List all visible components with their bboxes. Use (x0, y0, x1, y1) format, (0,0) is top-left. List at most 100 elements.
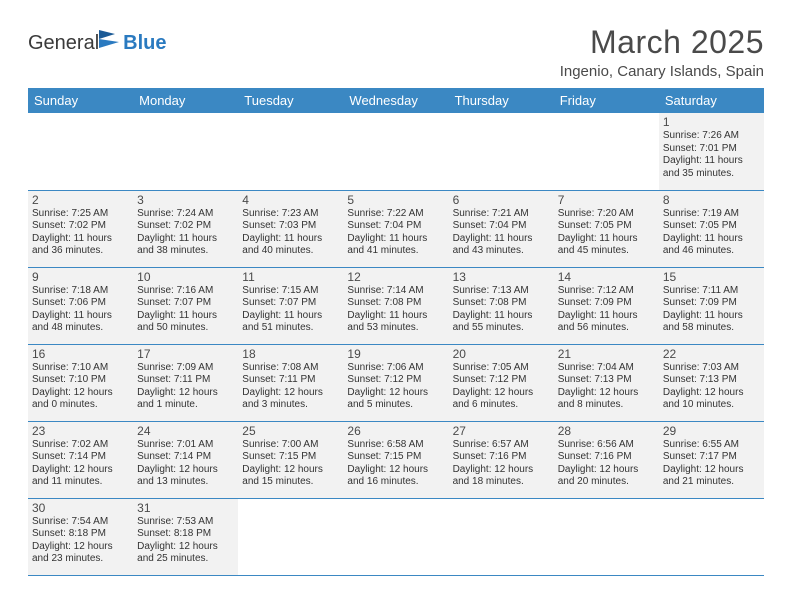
daylight-line: Daylight: 12 hours and 21 minutes. (663, 464, 760, 489)
sun-info: Sunrise: 7:22 AMSunset: 7:04 PMDaylight:… (347, 208, 444, 258)
sunrise-line: Sunrise: 7:10 AM (32, 362, 129, 375)
day-number: 25 (242, 424, 339, 438)
day-cell: 5Sunrise: 7:22 AMSunset: 7:04 PMDaylight… (343, 190, 448, 267)
sunset-line: Sunset: 7:04 PM (347, 220, 444, 233)
day-cell: 21Sunrise: 7:04 AMSunset: 7:13 PMDayligh… (554, 344, 659, 421)
sun-info: Sunrise: 7:12 AMSunset: 7:09 PMDaylight:… (558, 285, 655, 335)
daylight-line: Daylight: 12 hours and 20 minutes. (558, 464, 655, 489)
day-header: Sunday (28, 88, 133, 113)
daylight-line: Daylight: 11 hours and 35 minutes. (663, 155, 760, 180)
day-cell: 26Sunrise: 6:58 AMSunset: 7:15 PMDayligh… (343, 421, 448, 498)
month-title: March 2025 (560, 24, 764, 61)
sun-info: Sunrise: 7:18 AMSunset: 7:06 PMDaylight:… (32, 285, 129, 335)
day-cell: 29Sunrise: 6:55 AMSunset: 7:17 PMDayligh… (659, 421, 764, 498)
sunset-line: Sunset: 7:12 PM (347, 374, 444, 387)
calendar-row: 16Sunrise: 7:10 AMSunset: 7:10 PMDayligh… (28, 344, 764, 421)
sunset-line: Sunset: 7:14 PM (137, 451, 234, 464)
sunrise-line: Sunrise: 7:02 AM (32, 439, 129, 452)
sun-info: Sunrise: 7:16 AMSunset: 7:07 PMDaylight:… (137, 285, 234, 335)
day-number: 29 (663, 424, 760, 438)
sunset-line: Sunset: 7:05 PM (558, 220, 655, 233)
day-number: 23 (32, 424, 129, 438)
sunrise-line: Sunrise: 7:14 AM (347, 285, 444, 298)
day-cell: 17Sunrise: 7:09 AMSunset: 7:11 PMDayligh… (133, 344, 238, 421)
day-number: 14 (558, 270, 655, 284)
daylight-line: Daylight: 12 hours and 23 minutes. (32, 541, 129, 566)
day-cell: 18Sunrise: 7:08 AMSunset: 7:11 PMDayligh… (238, 344, 343, 421)
empty-cell (343, 113, 448, 190)
sun-info: Sunrise: 7:08 AMSunset: 7:11 PMDaylight:… (242, 362, 339, 412)
sun-info: Sunrise: 7:25 AMSunset: 7:02 PMDaylight:… (32, 208, 129, 258)
sunrise-line: Sunrise: 7:01 AM (137, 439, 234, 452)
calendar-row: 23Sunrise: 7:02 AMSunset: 7:14 PMDayligh… (28, 421, 764, 498)
day-cell: 20Sunrise: 7:05 AMSunset: 7:12 PMDayligh… (449, 344, 554, 421)
sunset-line: Sunset: 7:08 PM (453, 297, 550, 310)
sunrise-line: Sunrise: 7:12 AM (558, 285, 655, 298)
day-number: 28 (558, 424, 655, 438)
sunrise-line: Sunrise: 7:04 AM (558, 362, 655, 375)
day-cell: 16Sunrise: 7:10 AMSunset: 7:10 PMDayligh… (28, 344, 133, 421)
day-number: 30 (32, 501, 129, 515)
day-cell: 1Sunrise: 7:26 AMSunset: 7:01 PMDaylight… (659, 113, 764, 190)
empty-cell (28, 113, 133, 190)
day-number: 21 (558, 347, 655, 361)
day-cell: 6Sunrise: 7:21 AMSunset: 7:04 PMDaylight… (449, 190, 554, 267)
day-cell: 19Sunrise: 7:06 AMSunset: 7:12 PMDayligh… (343, 344, 448, 421)
empty-cell (449, 113, 554, 190)
daylight-line: Daylight: 11 hours and 55 minutes. (453, 310, 550, 335)
sunset-line: Sunset: 7:16 PM (453, 451, 550, 464)
sunrise-line: Sunrise: 6:55 AM (663, 439, 760, 452)
calendar-row: 2Sunrise: 7:25 AMSunset: 7:02 PMDaylight… (28, 190, 764, 267)
sun-info: Sunrise: 7:19 AMSunset: 7:05 PMDaylight:… (663, 208, 760, 258)
day-number: 31 (137, 501, 234, 515)
calendar-row: 30Sunrise: 7:54 AMSunset: 8:18 PMDayligh… (28, 498, 764, 575)
daylight-line: Daylight: 11 hours and 36 minutes. (32, 233, 129, 258)
sun-info: Sunrise: 7:13 AMSunset: 7:08 PMDaylight:… (453, 285, 550, 335)
day-number: 4 (242, 193, 339, 207)
day-cell: 14Sunrise: 7:12 AMSunset: 7:09 PMDayligh… (554, 267, 659, 344)
calendar-thead: SundayMondayTuesdayWednesdayThursdayFrid… (28, 88, 764, 113)
sunset-line: Sunset: 8:18 PM (32, 528, 129, 541)
day-number: 2 (32, 193, 129, 207)
sunrise-line: Sunrise: 7:13 AM (453, 285, 550, 298)
day-header-row: SundayMondayTuesdayWednesdayThursdayFrid… (28, 88, 764, 113)
empty-cell (449, 498, 554, 575)
daylight-line: Daylight: 12 hours and 13 minutes. (137, 464, 234, 489)
calendar-row: 1Sunrise: 7:26 AMSunset: 7:01 PMDaylight… (28, 113, 764, 190)
sunrise-line: Sunrise: 7:16 AM (137, 285, 234, 298)
daylight-line: Daylight: 12 hours and 6 minutes. (453, 387, 550, 412)
day-cell: 23Sunrise: 7:02 AMSunset: 7:14 PMDayligh… (28, 421, 133, 498)
sunset-line: Sunset: 7:06 PM (32, 297, 129, 310)
sunrise-line: Sunrise: 7:25 AM (32, 208, 129, 221)
day-cell: 7Sunrise: 7:20 AMSunset: 7:05 PMDaylight… (554, 190, 659, 267)
empty-cell (554, 113, 659, 190)
title-block: March 2025 Ingenio, Canary Islands, Spai… (560, 24, 764, 80)
day-cell: 4Sunrise: 7:23 AMSunset: 7:03 PMDaylight… (238, 190, 343, 267)
sunrise-line: Sunrise: 6:57 AM (453, 439, 550, 452)
sunrise-line: Sunrise: 7:08 AM (242, 362, 339, 375)
daylight-line: Daylight: 11 hours and 41 minutes. (347, 233, 444, 258)
day-cell: 28Sunrise: 6:56 AMSunset: 7:16 PMDayligh… (554, 421, 659, 498)
sunset-line: Sunset: 7:12 PM (453, 374, 550, 387)
day-header: Monday (133, 88, 238, 113)
brand-logo: General Blue (28, 30, 167, 56)
sunrise-line: Sunrise: 7:24 AM (137, 208, 234, 221)
day-cell: 12Sunrise: 7:14 AMSunset: 7:08 PMDayligh… (343, 267, 448, 344)
sunset-line: Sunset: 7:16 PM (558, 451, 655, 464)
daylight-line: Daylight: 11 hours and 50 minutes. (137, 310, 234, 335)
day-number: 22 (663, 347, 760, 361)
day-number: 20 (453, 347, 550, 361)
day-number: 17 (137, 347, 234, 361)
sunset-line: Sunset: 7:11 PM (137, 374, 234, 387)
day-number: 5 (347, 193, 444, 207)
sunrise-line: Sunrise: 7:11 AM (663, 285, 760, 298)
sunset-line: Sunset: 7:02 PM (32, 220, 129, 233)
daylight-line: Daylight: 11 hours and 58 minutes. (663, 310, 760, 335)
daylight-line: Daylight: 11 hours and 45 minutes. (558, 233, 655, 258)
daylight-line: Daylight: 11 hours and 51 minutes. (242, 310, 339, 335)
day-cell: 2Sunrise: 7:25 AMSunset: 7:02 PMDaylight… (28, 190, 133, 267)
sunset-line: Sunset: 7:17 PM (663, 451, 760, 464)
sun-info: Sunrise: 7:11 AMSunset: 7:09 PMDaylight:… (663, 285, 760, 335)
sunrise-line: Sunrise: 7:23 AM (242, 208, 339, 221)
daylight-line: Daylight: 11 hours and 48 minutes. (32, 310, 129, 335)
